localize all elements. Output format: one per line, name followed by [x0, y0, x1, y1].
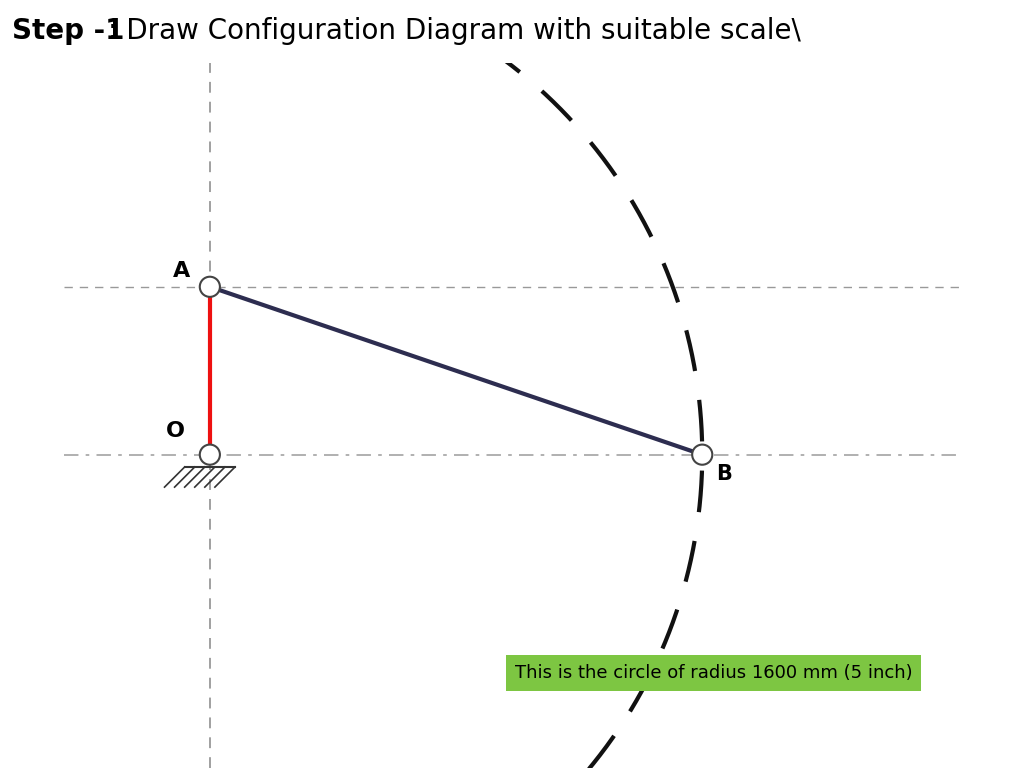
Text: : Draw Configuration Diagram with suitable scale\: : Draw Configuration Diagram with suitab…: [108, 18, 801, 45]
Circle shape: [200, 276, 220, 297]
Circle shape: [692, 445, 713, 465]
Text: A: A: [172, 261, 189, 281]
Text: B: B: [716, 464, 731, 484]
Text: This is the circle of radius 1600 mm (5 inch): This is the circle of radius 1600 mm (5 …: [515, 664, 912, 682]
Text: O: O: [166, 421, 185, 442]
Circle shape: [200, 445, 220, 465]
Text: Step -1: Step -1: [12, 18, 125, 45]
